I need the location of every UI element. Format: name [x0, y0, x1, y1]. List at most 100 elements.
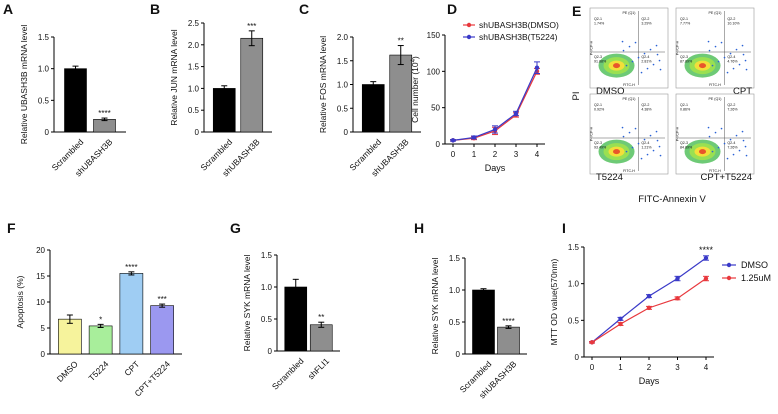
event-dot: [723, 142, 726, 145]
x-tick-label: 0: [451, 150, 456, 159]
y-tick-label: 0.5: [188, 106, 200, 115]
event-dot: [640, 71, 643, 74]
quadrant-name: Q2-2: [727, 17, 735, 21]
quadrant-value: 1.21%: [641, 146, 652, 150]
event-dot: [637, 56, 640, 59]
x-tick-label: 0: [590, 363, 595, 372]
quadrant-value: 91.88%: [594, 60, 607, 64]
y-tick-label: 5: [41, 324, 46, 333]
event-dot: [711, 150, 714, 153]
quadrant-name: Q2-1: [680, 17, 688, 21]
event-dot: [741, 130, 744, 133]
quadrant-name: Q2-2: [727, 103, 735, 107]
event-dot: [720, 41, 723, 44]
y-axis-label-end: ): [410, 56, 420, 59]
bar: [88, 325, 113, 355]
y-axis-label: Relative SYK mRNA level: [242, 254, 252, 351]
condition-label: CPT: [733, 86, 752, 97]
significance-label: ****: [502, 317, 514, 326]
quadrant-value: 2.81%: [641, 60, 652, 64]
event-dot: [621, 40, 624, 43]
y-tick-label: 1.5: [188, 63, 200, 72]
plot-frame: [675, 7, 755, 89]
bar: [58, 318, 82, 355]
legend-label: DMSO: [741, 260, 768, 270]
panel-label: F: [7, 220, 16, 236]
event-dot: [745, 154, 748, 157]
x-tick-label: 1: [618, 363, 623, 372]
quadrant-name: Q2-2: [641, 17, 649, 21]
y-tick-label: 50: [431, 104, 440, 113]
legend-label: shUBASH3B(T5224): [479, 32, 558, 42]
event-dot: [723, 56, 726, 59]
x-tick-label: 1: [472, 150, 477, 159]
data-point: [703, 255, 709, 261]
plot-title: PE (Q1): [623, 11, 636, 15]
event-dot: [708, 49, 711, 52]
event-dot: [646, 153, 649, 156]
y-axis-label-text: Cell number (10: [410, 62, 420, 123]
y-tick-label: 20: [36, 246, 45, 255]
y-tick-label: 150: [427, 31, 441, 40]
event-cloud-peak: [699, 63, 707, 69]
event-cloud-peak: [613, 149, 621, 155]
event-dot: [621, 126, 624, 129]
legend-label: 1.25uM: [741, 273, 771, 283]
y-tick-label: 0: [41, 350, 46, 359]
event-dot: [655, 130, 658, 133]
bar: [361, 84, 385, 133]
x-tick-label: T5224: [86, 359, 110, 383]
significance-label: ****: [125, 263, 137, 272]
event-dot: [738, 63, 741, 66]
bar: [212, 88, 236, 133]
event-dot: [735, 134, 738, 137]
data-point: [618, 316, 623, 322]
quadrant-name: Q2-2: [641, 103, 649, 107]
event-dot: [649, 48, 652, 51]
plot-title: PE (Q1): [709, 97, 722, 101]
y-tick-label: 1.5: [38, 33, 50, 42]
panel-I: I 0 0.5 1.0 1.5 MTT OD value(570nm) 0 1 2 3 4 Days D…: [549, 220, 771, 386]
event-dot: [742, 53, 745, 56]
quadrant-name: Q2-3: [594, 141, 602, 145]
x-channel-label: FITC-H: [623, 83, 635, 87]
quadrant-value: 10.10%: [727, 22, 740, 26]
bar: [472, 289, 495, 355]
quadrant-name: Q2-4: [641, 55, 649, 59]
event-dot: [717, 60, 720, 63]
event-dot: [622, 49, 625, 52]
x-tick-label: DMSO: [55, 359, 80, 384]
data-point: [471, 135, 477, 140]
x-axis-label: Days: [639, 376, 660, 386]
data-point: [589, 340, 595, 345]
panel-label: D: [447, 1, 457, 17]
event-dot: [658, 145, 661, 148]
series-line: [591, 278, 707, 343]
y-tick-label: 1.0: [38, 65, 50, 74]
significance-label: *: [99, 315, 102, 324]
x-channel-label: FITC-H: [709, 83, 721, 87]
x-tick-label: 4: [704, 363, 709, 372]
event-dot: [658, 59, 661, 62]
y-axis-label: Cell number (104): [410, 56, 420, 123]
event-dot: [735, 48, 738, 51]
quadrant-value: 4.38%: [641, 108, 652, 112]
data-point: [675, 296, 680, 301]
y-tick-label: 1.5: [568, 243, 580, 252]
y-tick-label: 0.5: [261, 315, 273, 324]
y-tick-label: 1.0: [568, 280, 580, 289]
quadrant-value: 0.92%: [594, 108, 605, 112]
quadrant-value: 1.74%: [594, 22, 605, 26]
event-dot: [631, 146, 634, 149]
event-dot: [744, 59, 747, 62]
x-tick-label: 2: [647, 363, 652, 372]
event-dot: [637, 142, 640, 145]
quadrant-value: 0.86%: [680, 108, 691, 112]
quadrant-value: 87.89%: [680, 60, 693, 64]
y-tick-label: 0: [344, 128, 349, 137]
y-tick-label: 0: [45, 128, 50, 137]
panel-label: C: [299, 1, 309, 17]
event-dot: [745, 68, 748, 71]
quadrant-value: 4.76%: [727, 60, 738, 64]
